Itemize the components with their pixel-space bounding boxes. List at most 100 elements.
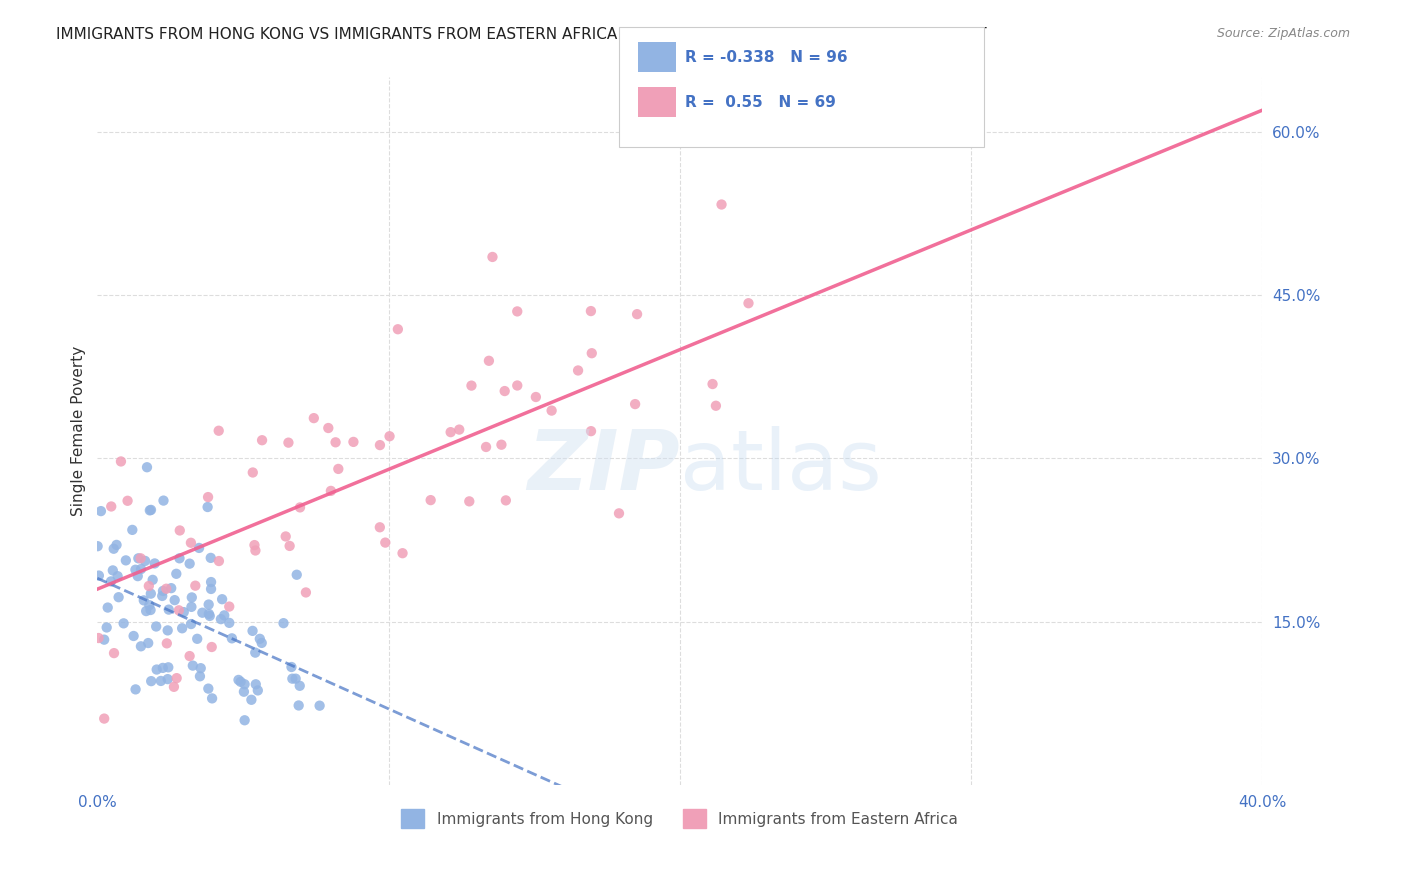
Point: [368, 520, 391, 534]
Point: [287, 698, 309, 713]
Point: [475, 440, 498, 454]
Point: [212, 608, 235, 623]
Point: [169, 524, 191, 538]
Point: [165, 566, 187, 581]
Point: [319, 483, 342, 498]
Point: [93, 632, 115, 647]
Point: [579, 424, 602, 438]
Point: [139, 503, 162, 517]
Legend: Immigrants from Hong Kong, Immigrants from Eastern Africa: Immigrants from Hong Kong, Immigrants fr…: [395, 803, 965, 834]
Point: [139, 587, 162, 601]
Point: [90, 504, 112, 518]
Point: [139, 503, 162, 517]
Point: [209, 612, 232, 626]
Point: [524, 390, 547, 404]
Point: [166, 671, 188, 685]
Point: [157, 660, 180, 674]
Point: [152, 661, 174, 675]
Point: [150, 589, 173, 603]
Point: [368, 438, 391, 452]
Point: [228, 673, 250, 687]
Point: [318, 421, 340, 435]
Point: [197, 500, 219, 514]
Point: [169, 551, 191, 566]
Point: [97, 600, 120, 615]
Point: [274, 529, 297, 543]
Point: [190, 661, 212, 675]
Text: ZIP: ZIP: [527, 426, 681, 508]
Point: [172, 621, 194, 635]
Point: [221, 632, 243, 646]
Point: [284, 672, 307, 686]
Point: [129, 562, 152, 576]
Point: [180, 599, 202, 614]
Point: [107, 569, 129, 583]
Point: [506, 378, 529, 392]
Point: [240, 693, 263, 707]
Point: [579, 304, 602, 318]
Point: [96, 620, 118, 634]
Point: [200, 575, 222, 590]
Point: [184, 579, 207, 593]
Point: [250, 434, 273, 448]
Point: [152, 584, 174, 599]
Point: [122, 629, 145, 643]
Point: [277, 435, 299, 450]
Point: [115, 553, 138, 567]
Point: [180, 535, 202, 549]
Point: [127, 569, 149, 583]
Point: [374, 535, 396, 549]
Point: [179, 648, 201, 663]
Point: [180, 617, 202, 632]
Point: [86, 539, 108, 553]
Point: [250, 636, 273, 650]
Point: [141, 674, 163, 689]
Point: [245, 677, 267, 691]
Point: [191, 606, 214, 620]
Point: [458, 494, 481, 508]
Point: [188, 541, 211, 555]
Y-axis label: Single Female Poverty: Single Female Poverty: [72, 346, 86, 516]
Point: [626, 307, 648, 321]
Point: [710, 197, 733, 211]
Point: [245, 543, 267, 558]
Point: [197, 490, 219, 504]
Point: [149, 673, 172, 688]
Point: [156, 624, 179, 638]
Point: [197, 681, 219, 696]
Point: [143, 557, 166, 571]
Point: [135, 604, 157, 618]
Point: [180, 591, 202, 605]
Point: [127, 551, 149, 566]
Point: [567, 363, 589, 377]
Point: [387, 322, 409, 336]
Point: [249, 632, 271, 646]
Point: [136, 636, 159, 650]
Point: [138, 598, 160, 612]
Point: [478, 353, 501, 368]
Point: [200, 550, 222, 565]
Point: [155, 582, 177, 596]
Point: [218, 599, 240, 614]
Point: [607, 506, 630, 520]
Point: [288, 679, 311, 693]
Point: [273, 616, 295, 631]
Point: [419, 493, 441, 508]
Point: [460, 378, 482, 392]
Point: [211, 592, 233, 607]
Point: [129, 551, 152, 566]
Point: [278, 539, 301, 553]
Point: [288, 500, 311, 515]
Point: [440, 425, 463, 439]
Point: [218, 615, 240, 630]
Point: [100, 500, 122, 514]
Point: [121, 523, 143, 537]
Point: [201, 691, 224, 706]
Point: [163, 680, 186, 694]
Point: [391, 546, 413, 560]
Point: [449, 423, 471, 437]
Point: [93, 712, 115, 726]
Point: [280, 660, 302, 674]
Point: [173, 605, 195, 619]
Point: [737, 296, 759, 310]
